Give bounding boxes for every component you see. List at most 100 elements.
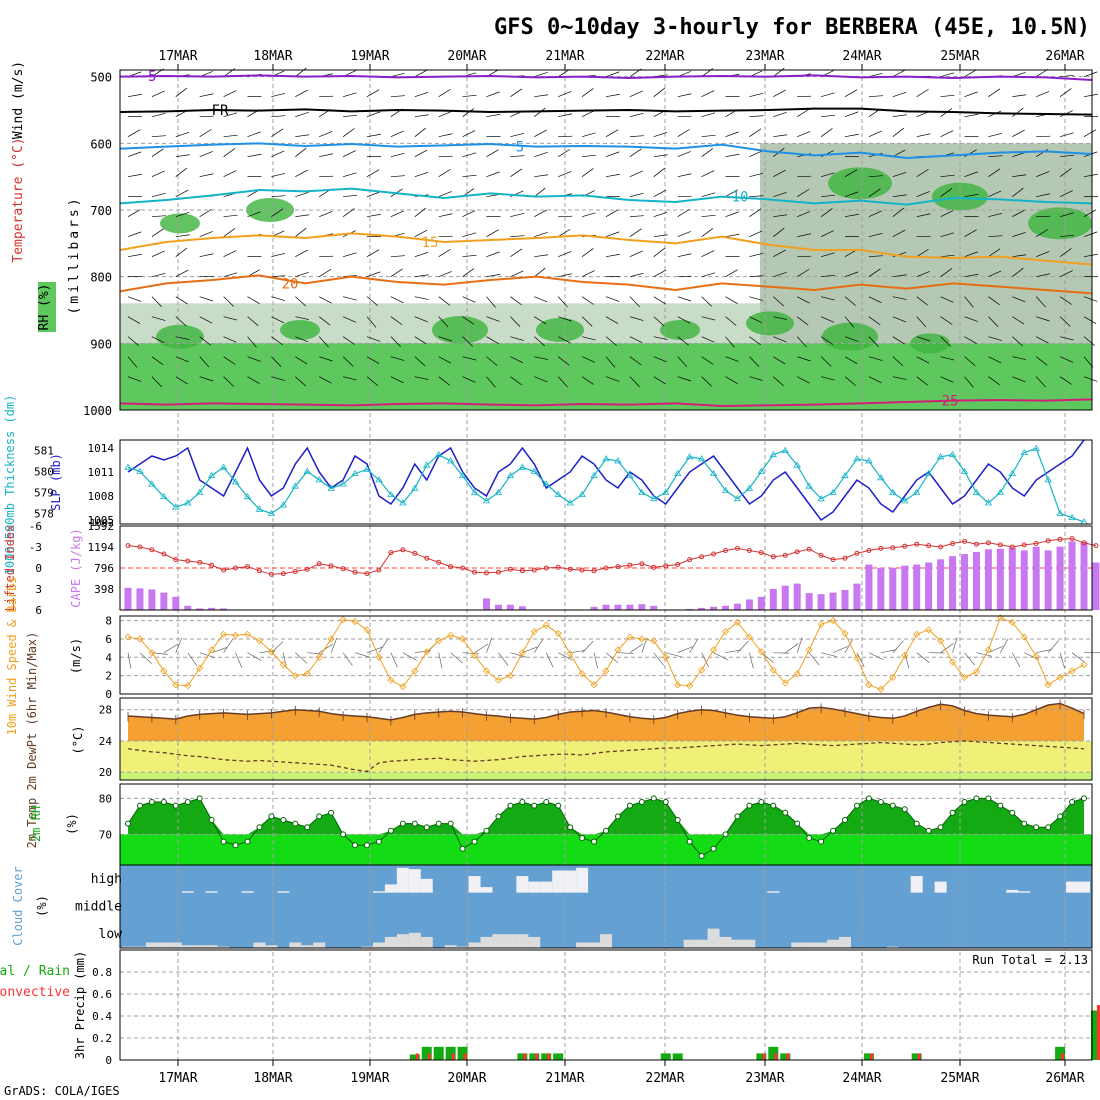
upper-wind-barb — [486, 171, 500, 177]
upper-wind-barb — [175, 132, 190, 137]
upper-wind-barb — [534, 336, 545, 347]
upper-wind-barb — [199, 231, 213, 237]
rh-point — [614, 813, 621, 820]
surface-wind-barb — [1011, 652, 1021, 667]
upper-wind-barb — [438, 271, 452, 277]
upper-wind-barb — [868, 175, 883, 178]
precip-convective-bar — [786, 1053, 790, 1060]
upper-wind-barb — [964, 336, 977, 344]
upper-wind-barb — [749, 92, 764, 98]
upper-wind-barb — [175, 376, 188, 385]
precip-total-bar — [863, 1053, 874, 1060]
thickness-tick: 581 — [34, 445, 54, 458]
upper-wind-barb — [820, 230, 834, 237]
high-cloud-bar — [241, 891, 254, 893]
rh-point — [830, 827, 837, 834]
upper-wind-barb — [988, 132, 1003, 138]
upper-wind-barb — [271, 195, 286, 198]
upper-wind-barb — [1012, 336, 1023, 347]
rh-point — [435, 820, 442, 827]
upper-wind-barb — [1012, 267, 1024, 277]
thickness-point — [566, 499, 574, 506]
upper-wind-barb — [916, 316, 927, 328]
lifted-index-point — [962, 538, 967, 544]
low-cloud-bar — [695, 939, 708, 948]
upper-wind-barb — [295, 376, 306, 387]
upper-wind-barb — [725, 376, 738, 384]
upper-wind-barb — [629, 148, 642, 157]
upper-wind-barb — [1060, 336, 1074, 341]
upper-wind-barb — [701, 228, 714, 237]
thickness-point — [745, 484, 754, 491]
rh-point — [280, 817, 287, 823]
wind-speed-point — [208, 646, 216, 654]
high-cloud-bar — [767, 891, 780, 893]
lifted-index-point — [902, 543, 908, 549]
upper-wind-barb — [510, 235, 525, 238]
rh-point — [519, 799, 526, 805]
thickness-point — [351, 469, 359, 476]
surface-wind-barb — [976, 652, 993, 657]
rh-point — [985, 795, 992, 802]
rh-moist-patch — [432, 316, 488, 344]
rh-point — [316, 813, 323, 820]
precip-total-bar — [911, 1053, 922, 1060]
upper-wind-barb — [773, 214, 788, 218]
upper-wind-barb — [151, 228, 164, 237]
upper-wind-barb — [701, 336, 715, 343]
upper-wind-barb — [486, 336, 499, 344]
surface-wind-barb — [725, 649, 742, 654]
wind-speed-point — [913, 630, 921, 638]
rh-point — [913, 820, 920, 827]
labels-layer: 17MAR 17MAR 18MAR 18MAR 19MAR 19MAR 20MAR 20MAR… — [0, 49, 1088, 1086]
rh-point — [794, 820, 801, 827]
thickness-point — [960, 467, 969, 474]
li-tick: -3 — [29, 541, 42, 554]
wind-speed-point — [638, 635, 646, 643]
thickness-point — [936, 453, 945, 460]
upper-wind-barb — [677, 231, 691, 237]
rh-point — [638, 799, 645, 805]
thickness-point — [267, 509, 276, 516]
rh-point — [507, 802, 514, 809]
high-cloud-bar — [277, 891, 290, 893]
upper-wind-barb — [295, 192, 309, 197]
upper-wind-barb — [581, 316, 593, 327]
surface-wind-barb — [701, 652, 709, 668]
upper-wind-barb — [366, 89, 380, 97]
thickness-point — [184, 499, 192, 506]
lifted-index-point — [161, 551, 167, 557]
upper-wind-barb — [605, 209, 619, 217]
surface-wind-barb — [319, 643, 333, 654]
thickness-point — [805, 482, 813, 489]
top-date-label: 20MAR — [447, 49, 486, 64]
upper-wind-barb — [1083, 376, 1098, 382]
upper-wind-barb — [558, 171, 572, 177]
upper-wind-barb — [797, 211, 811, 217]
upper-wind-barb — [438, 88, 451, 97]
upper-air-ytick: 500 — [90, 71, 112, 85]
cape-bar — [160, 592, 168, 610]
upper-wind-barb — [605, 296, 620, 302]
low-cloud-bar — [217, 946, 230, 948]
thickness-point — [697, 455, 706, 462]
lifted-index-point — [519, 568, 525, 574]
lifted-index-point — [1033, 541, 1039, 546]
cape-tick: 796 — [94, 562, 114, 575]
upper-wind-barb — [343, 252, 357, 258]
upper-wind-barb — [1083, 356, 1094, 368]
lifted-index-point — [531, 567, 537, 573]
upper-wind-barb — [892, 194, 907, 198]
high-cloud-bar — [384, 884, 397, 893]
cape-bar — [1068, 541, 1076, 610]
upper-wind-barb — [295, 169, 308, 177]
upper-air-ytick: 1000 — [83, 404, 112, 418]
wind-speed-point — [387, 676, 395, 684]
cape-bar — [602, 604, 610, 610]
upper-wind-barb — [151, 112, 166, 118]
upper-wind-barb — [1059, 270, 1073, 277]
wind-speed-point — [721, 628, 730, 636]
thickness-point — [662, 488, 670, 495]
upper-wind-barb — [1060, 234, 1075, 238]
wind-speed-point — [733, 618, 742, 626]
